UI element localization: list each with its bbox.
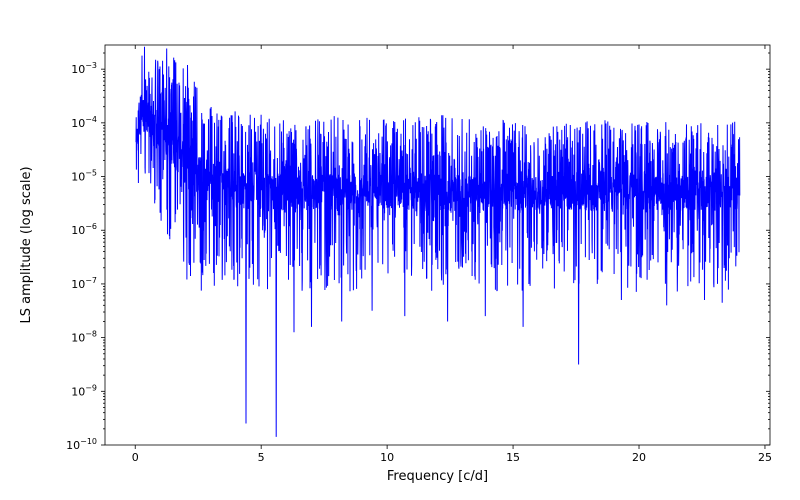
- y-tick-label: 10−9: [71, 383, 97, 398]
- x-tick-label: 15: [506, 451, 520, 464]
- x-tick-label: 0: [132, 451, 139, 464]
- y-axis-label: LS amplitude (log scale): [19, 166, 34, 323]
- y-tick-label: 10−8: [71, 330, 97, 345]
- y-tick-label: 10−6: [71, 222, 97, 237]
- x-tick-label: 10: [380, 451, 394, 464]
- y-tick-label: 10−10: [66, 437, 97, 452]
- x-tick-label: 25: [758, 451, 772, 464]
- y-tick-label: 10−7: [71, 276, 97, 291]
- y-tick-label: 10−5: [71, 169, 97, 184]
- x-axis-label: Frequency [c/d]: [387, 469, 488, 484]
- periodogram-line: [136, 47, 740, 437]
- y-tick-label: 10−4: [71, 115, 97, 130]
- y-tick-label: 10−3: [71, 61, 97, 76]
- x-tick-label: 20: [632, 451, 646, 464]
- periodogram-chart: 0 5 10 15 20 25 10−10 10−9 10−8 10−7 10−6 10−5 10−4 1…: [0, 0, 800, 500]
- x-tick-label: 5: [258, 451, 265, 464]
- chart-container: 0 5 10 15 20 25 10−10 10−9 10−8 10−7 10−6 10−5 10−4 1…: [0, 0, 800, 500]
